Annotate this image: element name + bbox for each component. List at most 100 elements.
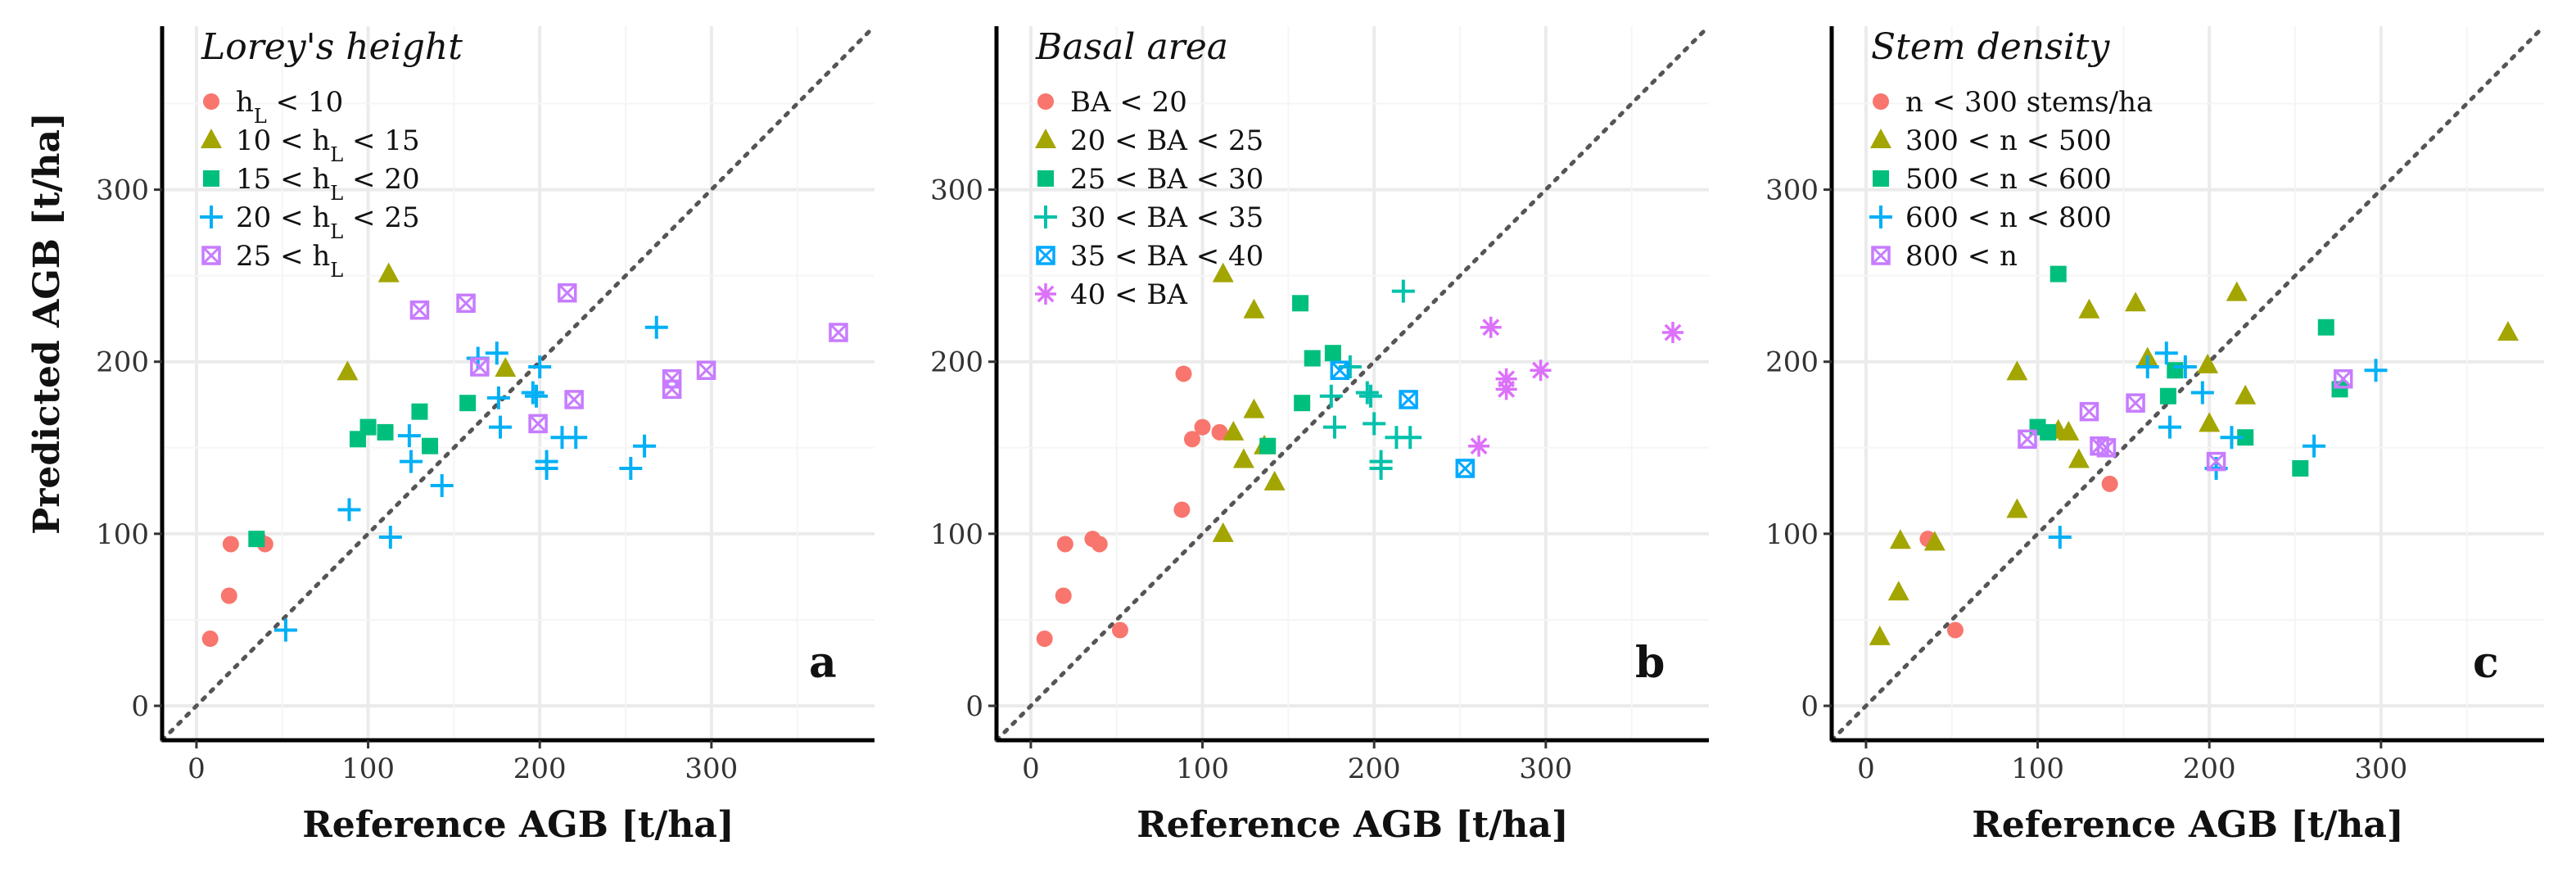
data-point <box>2303 434 2326 458</box>
data-point <box>2317 319 2334 336</box>
x-tick-label: 0 <box>1022 753 1040 785</box>
legend-key <box>1035 283 1056 305</box>
data-point <box>1056 536 1073 553</box>
x-tick-label: 100 <box>2011 753 2064 785</box>
data-point <box>1355 381 1379 405</box>
data-point <box>696 360 716 380</box>
data-point <box>1183 431 1200 448</box>
data-point <box>1263 470 1286 490</box>
y-tick-label: 0 <box>965 690 983 723</box>
data-point <box>2159 387 2176 405</box>
data-point <box>1175 365 1192 382</box>
data-point <box>2079 401 2099 422</box>
data-point <box>2101 475 2118 492</box>
data-point <box>1292 295 1309 312</box>
panel-title: Lorey's height <box>201 26 463 68</box>
legend-key <box>1871 246 1891 265</box>
data-point <box>528 355 552 379</box>
data-point <box>2018 429 2037 450</box>
y-tick-label: 200 <box>930 346 983 379</box>
x-tick-label: 100 <box>1176 753 1229 785</box>
x-tick-label: 0 <box>1857 753 1875 785</box>
data-point <box>1946 622 1964 639</box>
data-point <box>1232 448 1254 468</box>
legend-key <box>1869 206 1892 228</box>
data-point <box>1887 581 1909 601</box>
data-point <box>378 526 402 549</box>
data-point <box>2333 368 2353 389</box>
data-point <box>337 498 361 522</box>
data-point <box>528 414 548 434</box>
data-point <box>1111 622 1128 639</box>
legend-label: 30 < BA < 35 <box>1070 201 1263 234</box>
x-tick-label: 300 <box>2354 753 2407 785</box>
data-point <box>564 390 584 409</box>
data-point <box>377 423 394 441</box>
y-axis-label: Predicted AGB [t/ha] <box>26 112 68 535</box>
reference-line <box>160 24 877 743</box>
legend-key <box>1035 129 1056 148</box>
data-point <box>2135 355 2159 379</box>
data-point <box>1889 529 1911 549</box>
data-point <box>619 457 643 481</box>
data-point <box>2050 265 2067 283</box>
data-point <box>662 368 682 389</box>
legend-key <box>203 93 219 110</box>
data-point <box>1330 360 1350 380</box>
legend-label: 300 < n < 500 <box>1905 124 2112 157</box>
legend-label: 500 < n < 600 <box>1905 163 2112 196</box>
data-point <box>397 424 421 448</box>
data-point <box>2126 393 2145 413</box>
y-tick-label: 200 <box>1765 346 1819 379</box>
y-tick-label: 100 <box>1765 518 1819 551</box>
data-point <box>1212 262 1234 283</box>
data-point <box>2006 360 2028 381</box>
data-point <box>377 262 400 283</box>
data-point <box>1173 501 1191 518</box>
data-point <box>470 357 490 377</box>
x-tick-label: 300 <box>1519 753 1572 785</box>
axes <box>154 26 874 748</box>
x-axis-label: Reference AGB [t/ha] <box>1137 804 1569 846</box>
data-point <box>2068 448 2090 468</box>
legend-label: 25 < BA < 30 <box>1070 163 1263 196</box>
data-point <box>220 587 237 604</box>
data-point <box>459 395 477 412</box>
data-point <box>2048 526 2072 549</box>
panel-letter: c <box>2473 638 2499 688</box>
data-point <box>1869 625 1891 645</box>
y-tick-label: 200 <box>96 346 149 379</box>
panel-title: Basal area <box>1035 26 1228 68</box>
legend-key <box>200 206 223 228</box>
data-point <box>1259 437 1277 454</box>
data-point <box>521 381 545 405</box>
data-point <box>1468 435 1490 457</box>
data-point <box>201 631 219 648</box>
data-point <box>2006 498 2028 518</box>
y-tick-label: 100 <box>930 518 983 551</box>
data-point <box>525 384 549 408</box>
x-tick-label: 200 <box>1348 753 1401 785</box>
data-point <box>273 618 297 642</box>
data-point <box>1324 345 1341 362</box>
data-point <box>2125 292 2147 312</box>
legend-label: 20 < hL < 25 <box>236 201 420 243</box>
data-point <box>411 403 428 420</box>
legend-label: n < 300 stems/ha <box>1905 86 2153 119</box>
y-tick-label: 0 <box>131 690 149 723</box>
one-to-one-line <box>1829 24 2547 743</box>
one-to-one-line <box>994 24 1711 743</box>
data-point <box>2158 415 2181 439</box>
data-point <box>2167 362 2184 379</box>
data-point <box>1923 531 1946 551</box>
data-point <box>1363 412 1386 436</box>
panel-letter: a <box>809 638 837 688</box>
data-point <box>1399 390 1418 409</box>
data-point <box>1391 279 1415 303</box>
legend-key <box>201 129 222 148</box>
legend-key <box>1036 246 1055 265</box>
data-point <box>1194 418 1211 436</box>
data-point <box>1243 298 1265 319</box>
data-point <box>535 450 558 473</box>
